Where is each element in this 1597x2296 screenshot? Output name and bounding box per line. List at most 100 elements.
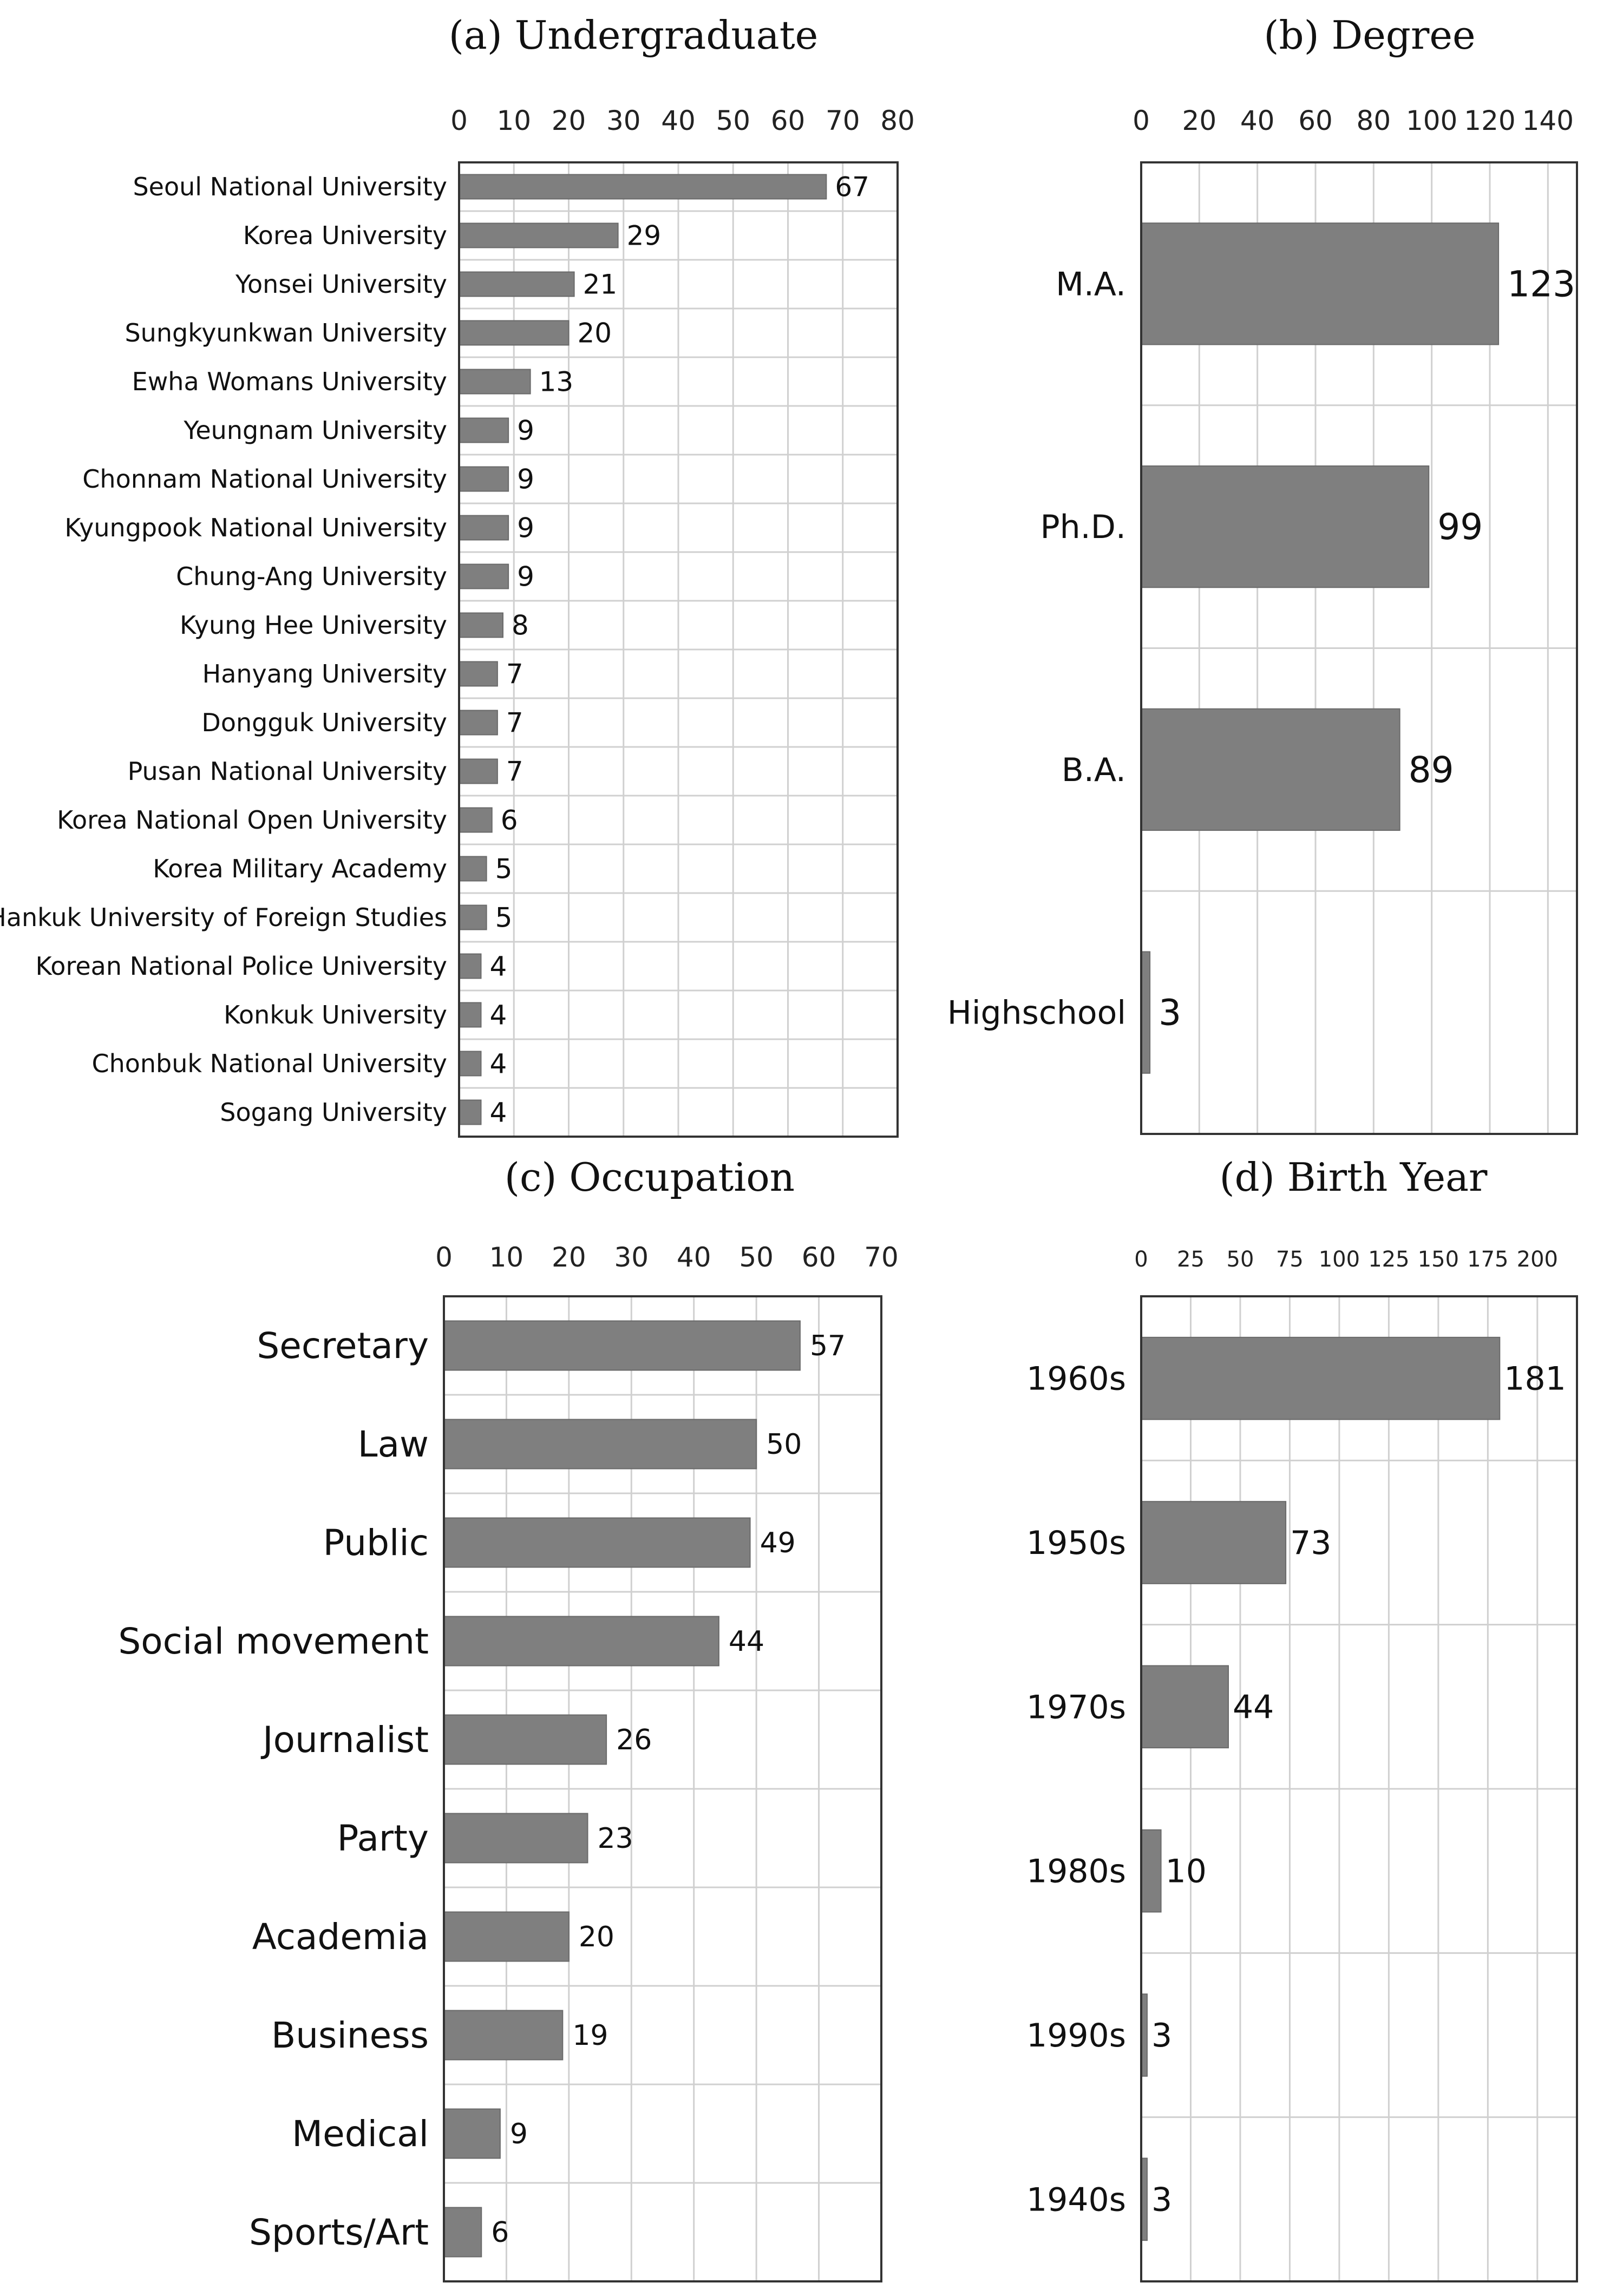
data-label: 99 xyxy=(1437,506,1483,548)
bar xyxy=(459,661,498,687)
category-label: Korea National Open University xyxy=(57,805,447,835)
category-label: Korea University xyxy=(243,221,447,250)
data-label: 8 xyxy=(512,610,529,641)
data-label: 3 xyxy=(1159,992,1181,1034)
plot-frame xyxy=(458,161,899,1138)
x-tick-label: 70 xyxy=(864,1242,899,1273)
category-label: Dongguk University xyxy=(201,708,447,737)
category-label: Party xyxy=(337,1818,429,1859)
bar xyxy=(459,904,487,930)
bar xyxy=(1141,1501,1287,1584)
data-label: 67 xyxy=(835,172,869,203)
x-tick-label: 100 xyxy=(1319,1247,1360,1272)
category-label: Law xyxy=(358,1423,429,1465)
bar xyxy=(443,2207,482,2258)
category-label: 1970s xyxy=(1026,1688,1126,1726)
category-label: Seoul National University xyxy=(133,172,447,201)
data-label: 44 xyxy=(1233,1688,1274,1726)
data-label: 19 xyxy=(572,2019,608,2052)
category-label: Chung-Ang University xyxy=(176,562,447,591)
x-tick-label: 40 xyxy=(677,1242,711,1273)
data-label: 7 xyxy=(506,756,523,788)
data-label: 3 xyxy=(1151,2017,1172,2055)
bar xyxy=(459,953,482,979)
x-tick-label: 120 xyxy=(1464,105,1515,136)
category-label: Medical xyxy=(292,2113,429,2155)
category-label: Kyungpook National University xyxy=(64,513,447,542)
bar xyxy=(459,515,509,541)
data-label: 20 xyxy=(579,1921,614,1953)
bar xyxy=(1141,1829,1162,1913)
data-label: 3 xyxy=(1151,2181,1172,2219)
data-label: 9 xyxy=(517,513,534,544)
plot-frame xyxy=(443,1295,882,2282)
x-tick-label: 70 xyxy=(826,105,860,136)
category-label: M.A. xyxy=(1056,265,1126,303)
x-tick-label: 20 xyxy=(552,105,586,136)
category-label: 1980s xyxy=(1026,1853,1126,1891)
x-tick-label: 100 xyxy=(1406,105,1457,136)
x-tick-label: 175 xyxy=(1467,1247,1508,1272)
category-label: Secretary xyxy=(257,1325,429,1367)
x-tick-label: 0 xyxy=(1133,105,1150,136)
data-label: 6 xyxy=(501,805,518,836)
x-tick-label: 0 xyxy=(435,1242,453,1273)
bar xyxy=(459,1002,482,1028)
bar xyxy=(1141,708,1400,831)
category-label: Sports/Art xyxy=(249,2212,429,2253)
category-label: 1990s xyxy=(1026,2017,1126,2055)
x-tick-label: 10 xyxy=(496,105,531,136)
data-label: 20 xyxy=(578,318,612,349)
bar xyxy=(1141,1336,1501,1420)
category-label: Business xyxy=(271,2015,429,2056)
category-label: B.A. xyxy=(1062,751,1126,789)
bar xyxy=(459,710,498,736)
chart-title: (c) Occupation xyxy=(505,1154,795,1200)
bar xyxy=(1141,222,1500,345)
category-label: Yonsei University xyxy=(235,270,447,299)
data-label: 4 xyxy=(490,1097,507,1129)
x-tick-label: 20 xyxy=(1182,105,1217,136)
data-label: 73 xyxy=(1290,1524,1331,1562)
data-label: 4 xyxy=(490,1048,507,1080)
bar xyxy=(459,417,509,443)
bar xyxy=(459,174,827,200)
category-label: Highschool xyxy=(947,994,1126,1032)
bar xyxy=(459,807,493,833)
bar xyxy=(1141,1665,1229,1749)
bar xyxy=(459,563,509,589)
bar xyxy=(443,1911,570,1962)
category-label: Hankuk University of Foreign Studies xyxy=(0,903,447,932)
x-tick-label: 40 xyxy=(1240,105,1275,136)
bar xyxy=(459,320,570,346)
x-tick-label: 50 xyxy=(716,105,750,136)
bar xyxy=(443,1714,607,1765)
data-label: 26 xyxy=(616,1724,652,1756)
plot-frame xyxy=(1140,161,1578,1135)
category-label: Chonnam National University xyxy=(82,464,447,494)
data-label: 9 xyxy=(517,464,534,495)
chart-2: (b) Degree 0 20 40 60 80 100 120 140 M.A. 123 Ph.D.… xyxy=(947,12,1578,1135)
x-tick-label: 60 xyxy=(1298,105,1333,136)
bar xyxy=(459,612,503,638)
x-tick-label: 0 xyxy=(1134,1247,1148,1272)
bar xyxy=(459,856,487,882)
category-label: Academia xyxy=(252,1916,429,1958)
x-tick-label: 30 xyxy=(614,1242,649,1273)
data-label: 21 xyxy=(583,269,618,300)
data-label: 5 xyxy=(495,854,513,885)
category-label: Journalist xyxy=(260,1719,429,1761)
x-tick-label: 125 xyxy=(1368,1247,1409,1272)
bar xyxy=(1141,465,1430,588)
bar xyxy=(459,222,619,248)
chart-3: (c) Occupation 0 10 20 30 40 50 60 70 Secretary 57… xyxy=(118,1154,899,2282)
category-label: Ewha Womans University xyxy=(132,367,447,396)
chart-title: (a) Undergraduate xyxy=(449,12,819,58)
plot-frame xyxy=(1140,1295,1578,2282)
data-label: 9 xyxy=(517,561,534,593)
category-label: Sungkyunkwan University xyxy=(125,318,447,347)
bar xyxy=(443,1616,719,1667)
category-label: Kyung Hee University xyxy=(180,611,447,640)
data-label: 123 xyxy=(1507,263,1575,305)
